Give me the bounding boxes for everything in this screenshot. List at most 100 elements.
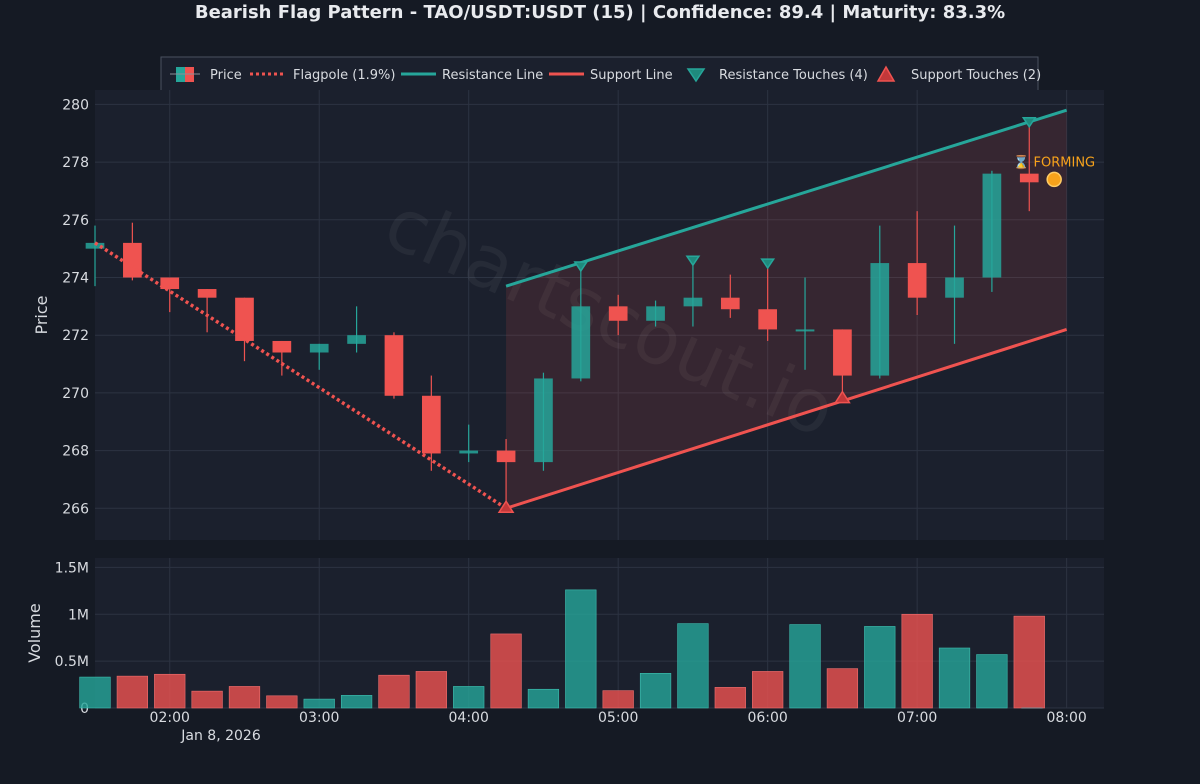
support-touch-marker (834, 390, 851, 404)
volume-tick-label: 0.5M (55, 654, 89, 670)
candle-body (496, 450, 516, 463)
candle-body (123, 242, 142, 278)
plot-layer: 02:00 03:00 04:00 05:00 06:00 07:00 08:00 266 26… (55, 90, 1104, 726)
candle-body (85, 242, 105, 249)
volume-bar (864, 626, 896, 709)
price-tick-label: 272 (62, 328, 89, 344)
volume-bar (976, 654, 1008, 709)
resistance-touch-marker (760, 258, 776, 270)
volume-bar (565, 589, 597, 709)
legend-resistance-touch-icon (686, 68, 706, 83)
legend-item-resistance-touches[interactable]: Resistance Touches (4) (686, 68, 868, 83)
candle-body (347, 335, 366, 344)
volume-bar (303, 698, 335, 709)
candle-body (459, 450, 479, 454)
candle-body (571, 306, 591, 379)
price-tick-label: 268 (62, 444, 89, 460)
x-tick-label: 06:00 (747, 710, 787, 726)
forming-marker (1046, 171, 1062, 188)
forming-label: ⌛ FORMING (1013, 154, 1095, 170)
candle-body (870, 263, 890, 376)
candle-body (309, 343, 329, 353)
volume-tick-label: 0 (80, 701, 89, 717)
resistance-touch-marker (573, 261, 589, 273)
resistance-touch-marker (685, 255, 701, 267)
volume-bar (602, 690, 634, 709)
candle-body (384, 335, 404, 396)
legend-price-label: Price (210, 68, 242, 83)
volume-bar (378, 674, 410, 709)
resistance-line (505, 108, 1068, 288)
volume-bar (154, 673, 186, 709)
legend-resistance-touches-label: Resistance Touches (4) (719, 68, 868, 83)
legend-item-flagpole[interactable]: Flagpole (1.9%) (250, 68, 395, 83)
candle-body (683, 297, 703, 307)
volume-plot-area (95, 558, 1104, 708)
legend-item-resistance-line[interactable]: Resistance Line (401, 68, 543, 83)
volume-bar (490, 633, 522, 709)
legend-support-touches-label: Support Touches (2) (911, 68, 1041, 83)
price-plot-area (95, 90, 1104, 540)
chart-title: Bearish Flag Pattern - TAO/USDT:USDT (15… (195, 2, 1005, 23)
candle-body (1019, 173, 1039, 183)
legend-item-price[interactable]: Price (170, 67, 242, 83)
x-tick-label: 02:00 (150, 710, 190, 726)
price-axis-title: Price (32, 295, 51, 334)
candle-body (720, 297, 740, 310)
volume-bar (340, 695, 373, 709)
volume-axis-title: Volume (25, 603, 44, 663)
x-tick-label: 08:00 (1046, 710, 1086, 726)
x-tick-label: 07:00 (897, 710, 937, 726)
candle-body (646, 306, 665, 321)
legend-support-touch-icon (876, 65, 896, 82)
volume-bar (1013, 615, 1045, 709)
candle-body (758, 309, 778, 330)
candle-body (982, 173, 1002, 278)
volume-bar (826, 668, 859, 709)
volume-bar (639, 673, 672, 709)
volume-bar (714, 687, 746, 709)
legend-box (160, 56, 1039, 93)
volume-bar (677, 623, 709, 709)
legend: Price Flagpole (1.9%) Resistance Line Su… (160, 56, 1041, 93)
volume-bar (79, 676, 111, 709)
legend-support-label: Support Line (590, 68, 673, 83)
candle-body (795, 329, 815, 332)
volume-bar (938, 647, 971, 709)
candle-body (907, 263, 927, 298)
volume-bar (116, 675, 148, 709)
flag-channel-fill (506, 110, 1067, 509)
candle-body (272, 340, 292, 353)
candle-body (945, 277, 964, 298)
price-tick-label: 280 (62, 97, 89, 113)
legend-resistance-label: Resistance Line (442, 68, 543, 83)
price-tick-label: 276 (62, 213, 89, 229)
price-tick-label: 270 (62, 386, 89, 402)
volume-bar (527, 688, 560, 709)
x-tick-label: 04:00 (449, 710, 489, 726)
volume-bar (266, 695, 298, 709)
volume-bar (789, 624, 821, 709)
legend-item-support-line[interactable]: Support Line (549, 68, 673, 83)
candle-body (235, 297, 254, 341)
candle-body (833, 329, 852, 376)
candle-body (534, 378, 553, 463)
candle-body (160, 277, 180, 290)
support-touch-marker (497, 499, 515, 514)
candle-body (421, 395, 441, 454)
price-tick-label: 274 (62, 271, 89, 287)
price-tick-label: 278 (62, 155, 89, 171)
volume-tick-label: 1.5M (55, 560, 89, 576)
volume-bar (228, 686, 261, 709)
volume-bar (415, 671, 447, 709)
volume-bar (453, 686, 485, 709)
x-tick-label: 03:00 (299, 710, 339, 726)
volume-bar (752, 671, 784, 709)
x-axis-date-label: Jan 8, 2026 (180, 728, 261, 744)
candle-body (608, 306, 628, 321)
candle-body (197, 289, 217, 298)
legend-item-support-touches[interactable]: Support Touches (2) (876, 65, 1041, 83)
x-tick-label: 05:00 (598, 710, 638, 726)
